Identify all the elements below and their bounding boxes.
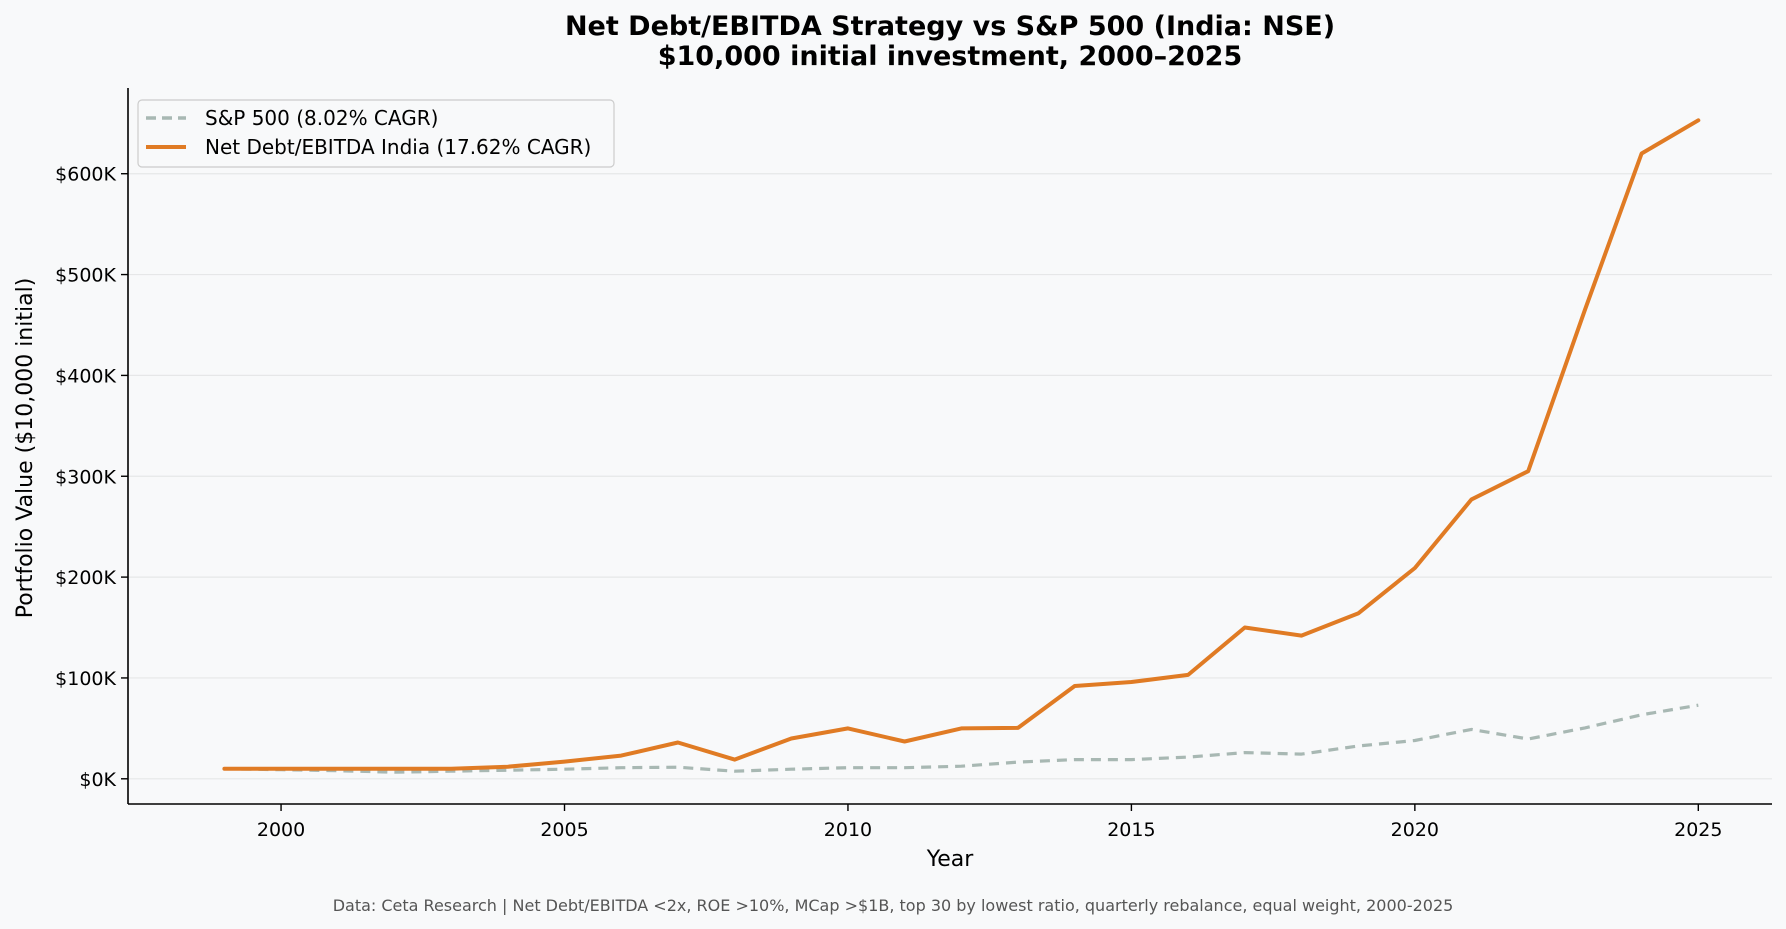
x-tick-label: 2025 xyxy=(1674,819,1722,841)
y-tick-label: $0K xyxy=(79,769,116,791)
x-tick-label: 2000 xyxy=(257,819,305,841)
footnote: Data: Ceta Research | Net Debt/EBITDA <2… xyxy=(333,896,1454,915)
y-ticks: $0K $100K $200K $300K $400K $500K $600K xyxy=(55,164,128,791)
legend: S&P 500 (8.02% CAGR) Net Debt/EBITDA Ind… xyxy=(137,99,615,168)
y-tick-label: $400K xyxy=(55,365,116,387)
y-tick-label: $200K xyxy=(55,567,116,589)
series-line-strategy xyxy=(222,118,1701,771)
chart-subtitle: $10,000 initial investment, 2000–2025 xyxy=(658,41,1243,72)
y-tick-label: $500K xyxy=(55,265,116,287)
y-tick-label: $300K xyxy=(55,466,116,488)
axes xyxy=(127,88,1772,805)
legend-label-sp500: S&P 500 (8.02% CAGR) xyxy=(205,106,438,130)
chart-title: Net Debt/EBITDA Strategy vs S&P 500 (Ind… xyxy=(565,11,1335,42)
x-ticks: 2000 2005 2010 2015 2020 2025 xyxy=(257,804,1722,841)
grid xyxy=(128,173,1772,780)
y-axis-label: Portfolio Value ($10,000 initial) xyxy=(13,278,38,619)
legend-label-strategy: Net Debt/EBITDA India (17.62% CAGR) xyxy=(205,135,591,159)
series-layer xyxy=(222,118,1701,774)
series-line-sp500 xyxy=(224,703,1699,774)
x-tick-label: 2020 xyxy=(1391,819,1439,841)
x-tick-label: 2005 xyxy=(540,819,588,841)
x-tick-label: 2010 xyxy=(824,819,872,841)
y-tick-label: $600K xyxy=(55,164,116,186)
legend-box xyxy=(137,99,615,168)
x-axis-label: Year xyxy=(926,847,975,872)
y-tick-label: $100K xyxy=(55,668,116,690)
x-tick-label: 2015 xyxy=(1107,819,1155,841)
